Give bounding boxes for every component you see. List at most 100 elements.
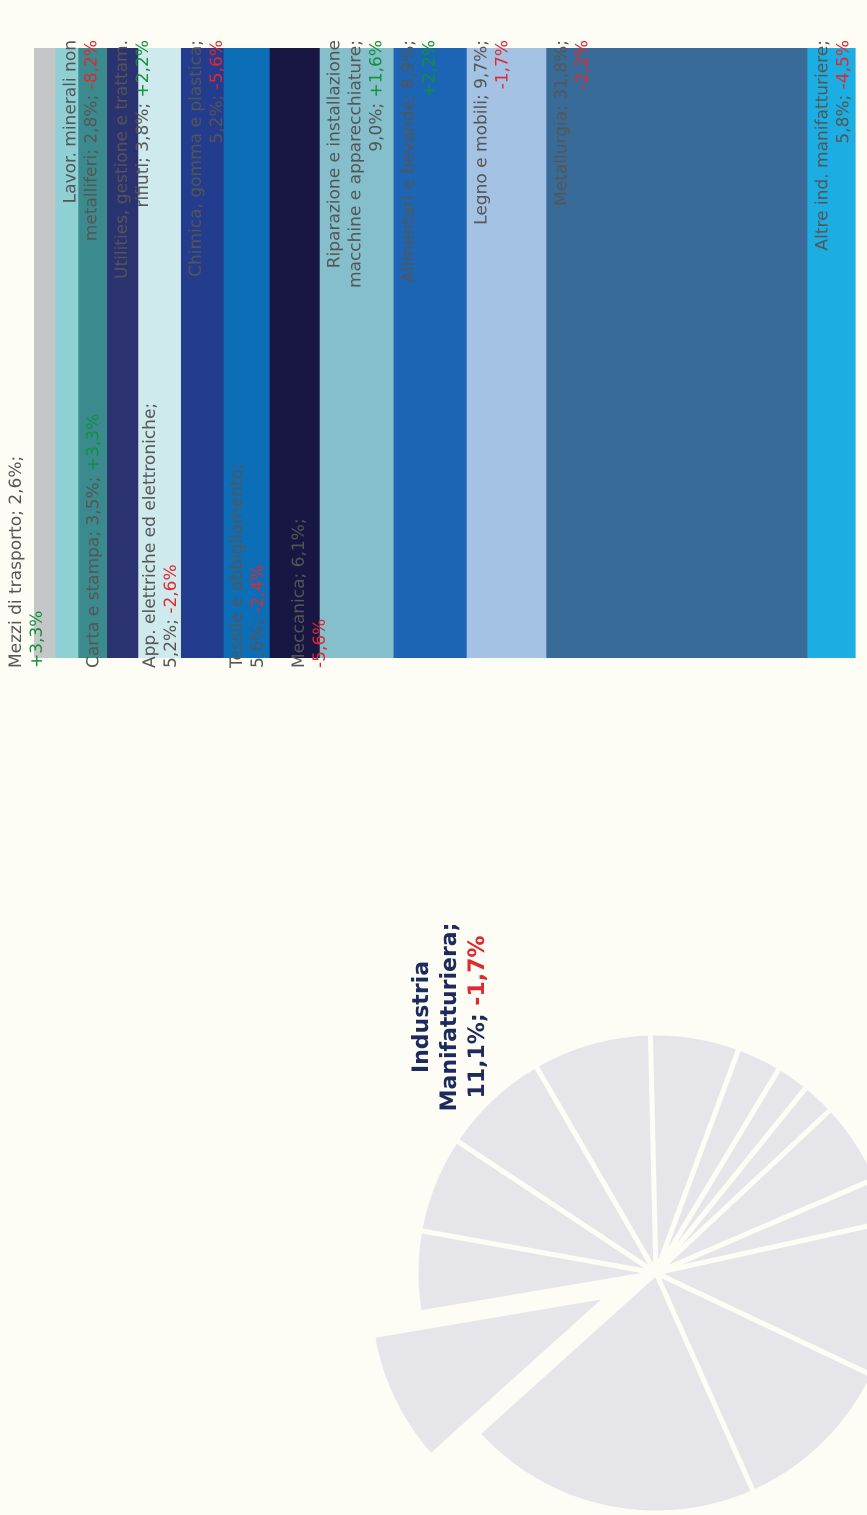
segment-label-line: App. elettriche ed elettroniche; — [140, 403, 160, 668]
segment-label-text: 5,8%; — [833, 89, 853, 143]
segment-label-text: Chimica, gomma e plastica; — [186, 40, 206, 277]
pie-slice-13 — [475, 1270, 757, 1515]
bar-segment-9 — [393, 48, 468, 658]
bar-segment-10 — [466, 48, 547, 658]
segment-change: +1,6% — [367, 40, 387, 97]
segment-label-line: Alimentari e bevande; 8,9%; — [399, 40, 419, 283]
segment-label-5: Chimica, gomma e plastica; 5,2%; -5,6% — [186, 40, 227, 277]
segment-label-text: rifiuti; 3,8%; — [133, 97, 153, 207]
segment-label-text: Riparazione e installazione — [325, 40, 345, 268]
segment-label-line: Metallurgia; 31,8%; — [551, 40, 571, 206]
segment-label-text: Meccanica; 6,1%; — [289, 518, 309, 668]
segment-label-line: 5,2%; -5,6% — [207, 40, 227, 144]
pie-slice-11 — [653, 1223, 867, 1376]
segment-label-text: metalliferi; 2,8%; — [81, 89, 101, 241]
title-change: -1,7% — [465, 936, 490, 1006]
segment-label-text: Carta e stampa; 3,5%; — [84, 471, 104, 668]
segment-label-line: rifiuti; 3,8%; +2,2% — [133, 40, 153, 207]
segment-change: -5,6% — [310, 619, 330, 668]
stacked-bar — [34, 48, 856, 658]
bar-segment-3 — [107, 48, 139, 658]
segment-label-text: 5,2%; — [207, 89, 227, 143]
segment-label-text: Metallurgia; 31,8%; — [551, 40, 571, 206]
pie-slice-12 — [653, 1270, 867, 1495]
bar-segment-8 — [319, 48, 395, 658]
pie-slice-10 — [653, 1179, 867, 1276]
segment-label-line: 9,0%; +1,6% — [367, 40, 387, 152]
pie-slice-9 — [653, 1106, 867, 1276]
segment-label-7: Meccanica; 6,1%; -5,6% — [289, 518, 330, 668]
segment-change: -8,2% — [81, 40, 101, 89]
segment-label-text: Altre ind. manifatturiere; — [812, 40, 832, 251]
title-line-2: Manifatturiera; — [437, 923, 462, 1112]
svg-text:11,1%; -1,7%: 11,1%; -1,7% — [465, 936, 490, 1099]
segment-change: -2,4% — [248, 564, 268, 613]
segment-label-11: Metallurgia; 31,8%; -2,2% — [551, 40, 592, 206]
segment-label-line: -1,7% — [493, 40, 513, 89]
segment-change: -2,2% — [572, 40, 592, 89]
bar-segment-1 — [55, 48, 79, 658]
segment-label-text: Legno e mobili; 9,7%; — [472, 40, 492, 225]
bar-segment-7 — [269, 48, 321, 658]
segment-label-8: Riparazione e installazione macchine e ap… — [325, 40, 387, 288]
bar-segment-0 — [34, 48, 56, 658]
segment-label-line: -2,2% — [572, 40, 592, 89]
title-line-1: Industria — [409, 961, 434, 1073]
segment-label-line: Mezzi di trasporto; 2,6%; — [6, 456, 26, 668]
segment-label-12: Altre ind. manifatturiere; 5,8%; -4,5% — [812, 40, 853, 251]
segment-label-line: Riparazione e installazione — [325, 40, 345, 268]
segment-label-line: Tessile e abbigliamento; — [227, 463, 247, 669]
segment-label-3: Utilities, gestione e trattam. rifiuti; 3… — [112, 40, 153, 279]
segment-change: -1,7% — [493, 40, 513, 89]
segment-label-text: Lavor. minerali non — [60, 40, 80, 203]
segment-label-line: Meccanica; 6,1%; — [289, 518, 309, 668]
svg-text:Industria: Industria — [409, 961, 434, 1073]
segment-change: -4,5% — [833, 40, 853, 89]
segment-label-4: App. elettriche ed elettroniche; 5,2%; -2… — [140, 403, 181, 668]
segment-change: -2,6% — [161, 564, 181, 613]
segment-label-line: 5,2%; -2,6% — [161, 564, 181, 668]
segment-label-text: 9,0%; — [367, 97, 387, 151]
segment-label-1: Lavor. minerali non metalliferi; 2,8%; -8… — [60, 40, 101, 241]
segment-label-line: Utilities, gestione e trattam. — [112, 40, 132, 279]
segment-labels: Mezzi di trasporto; 2,6%; +3,3%Lavor. min… — [6, 40, 853, 669]
bar-segment-6 — [223, 48, 271, 658]
segment-label-line: 5,8%; -4,5% — [833, 40, 853, 144]
segment-label-10: Legno e mobili; 9,7%; -1,7% — [472, 40, 513, 225]
segment-label-line: metalliferi; 2,8%; -8,2% — [81, 40, 101, 241]
segment-label-text: Tessile e abbigliamento; — [227, 463, 247, 669]
bar-segment-12 — [807, 48, 856, 658]
segment-change: +3,3% — [27, 611, 47, 668]
segment-label-line: Carta e stampa; 3,5%; +3,3% — [84, 414, 104, 668]
title-value: 11,1%; — [465, 1006, 490, 1099]
segment-label-0: Mezzi di trasporto; 2,6%; +3,3% — [6, 456, 47, 668]
bar-segment-4 — [138, 48, 182, 658]
segment-change: +3,3% — [84, 414, 104, 471]
segment-label-text: Alimentari e bevande; 8,9%; — [399, 40, 419, 283]
segment-label-line: 5,6%; -2,4% — [248, 564, 268, 668]
bar-segment-2 — [78, 48, 108, 658]
segment-label-text: Mezzi di trasporto; 2,6%; — [6, 456, 26, 668]
segment-label-9: Alimentari e bevande; 8,9%; +2,2% — [399, 40, 440, 283]
segment-label-text: 5,6%; — [248, 614, 268, 668]
segment-label-line: Legno e mobili; 9,7%; — [472, 40, 492, 225]
segment-label-text: 5,2%; — [161, 614, 181, 668]
segment-change: +2,2% — [420, 40, 440, 97]
svg-text:Manifatturiera;: Manifatturiera; — [437, 923, 462, 1112]
segment-label-line: -5,6% — [310, 619, 330, 668]
segment-label-line: +2,2% — [420, 40, 440, 97]
bar-segment-11 — [546, 48, 808, 658]
segment-change: -5,6% — [207, 40, 227, 89]
segment-label-line: Altre ind. manifatturiere; — [812, 40, 832, 251]
segment-change: +2,2% — [133, 40, 153, 97]
bar-segment-5 — [180, 48, 225, 658]
segment-label-line: Lavor. minerali non — [60, 40, 80, 203]
segment-label-line: +3,3% — [27, 611, 47, 668]
segment-label-6: Tessile e abbigliamento; 5,6%; -2,4% — [227, 463, 268, 669]
pie-slice-4 — [533, 1030, 659, 1276]
segment-label-text: App. elettriche ed elettroniche; — [140, 403, 160, 668]
pie-slice-highlight — [370, 1293, 612, 1459]
pie-chart — [370, 1030, 867, 1515]
chart-title: Industria Manifatturiera; 11,1%; -1,7% — [409, 923, 490, 1112]
